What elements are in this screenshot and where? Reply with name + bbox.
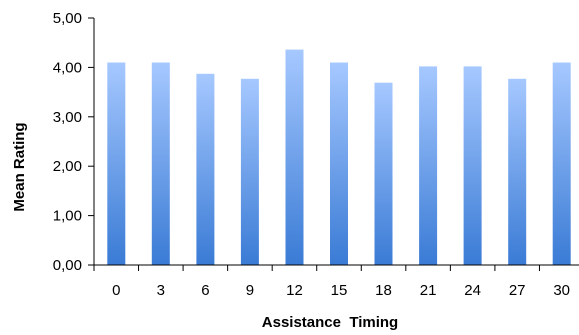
x-tick-label: 3	[157, 282, 165, 299]
bar-21	[419, 66, 438, 266]
bar-30	[552, 62, 571, 265]
bar-9	[240, 78, 259, 265]
y-axis: 0,00 1,00 2,00 3,00 4,00 5,00	[53, 10, 95, 274]
bar-18	[374, 82, 393, 265]
x-tick-label: 12	[286, 282, 303, 299]
bar-3	[151, 62, 170, 265]
y-tick-label: 4,00	[53, 59, 82, 76]
y-tick-label: 5,00	[53, 10, 82, 27]
y-axis-title: Mean Rating	[11, 122, 28, 211]
x-tick-label: 27	[509, 282, 526, 299]
bar-15	[330, 62, 348, 265]
x-tick-label: 15	[331, 282, 348, 299]
y-tick-label: 1,00	[53, 208, 82, 225]
x-tick-label: 0	[112, 282, 120, 299]
bar-12	[285, 49, 304, 265]
x-tick-label: 6	[201, 282, 209, 299]
x-tick-label: 9	[246, 282, 254, 299]
y-tick-label: 3,00	[53, 109, 82, 126]
bar-24	[463, 66, 482, 266]
bar-27	[508, 78, 527, 265]
x-tick-label: 24	[464, 282, 481, 299]
y-tick-label: 0,00	[53, 257, 82, 274]
x-tick-label: 18	[375, 282, 392, 299]
bar-0	[107, 62, 126, 265]
y-tick-label: 2,00	[53, 158, 82, 175]
x-tick-label: 21	[420, 282, 437, 299]
x-axis-title: Assistance Timing	[262, 314, 398, 331]
bars-group	[107, 49, 571, 266]
x-tick-label: 30	[553, 282, 570, 299]
x-axis: 0 3 6 9 12 15 18 21 24 27 30	[93, 264, 579, 299]
bar-6	[196, 73, 215, 265]
